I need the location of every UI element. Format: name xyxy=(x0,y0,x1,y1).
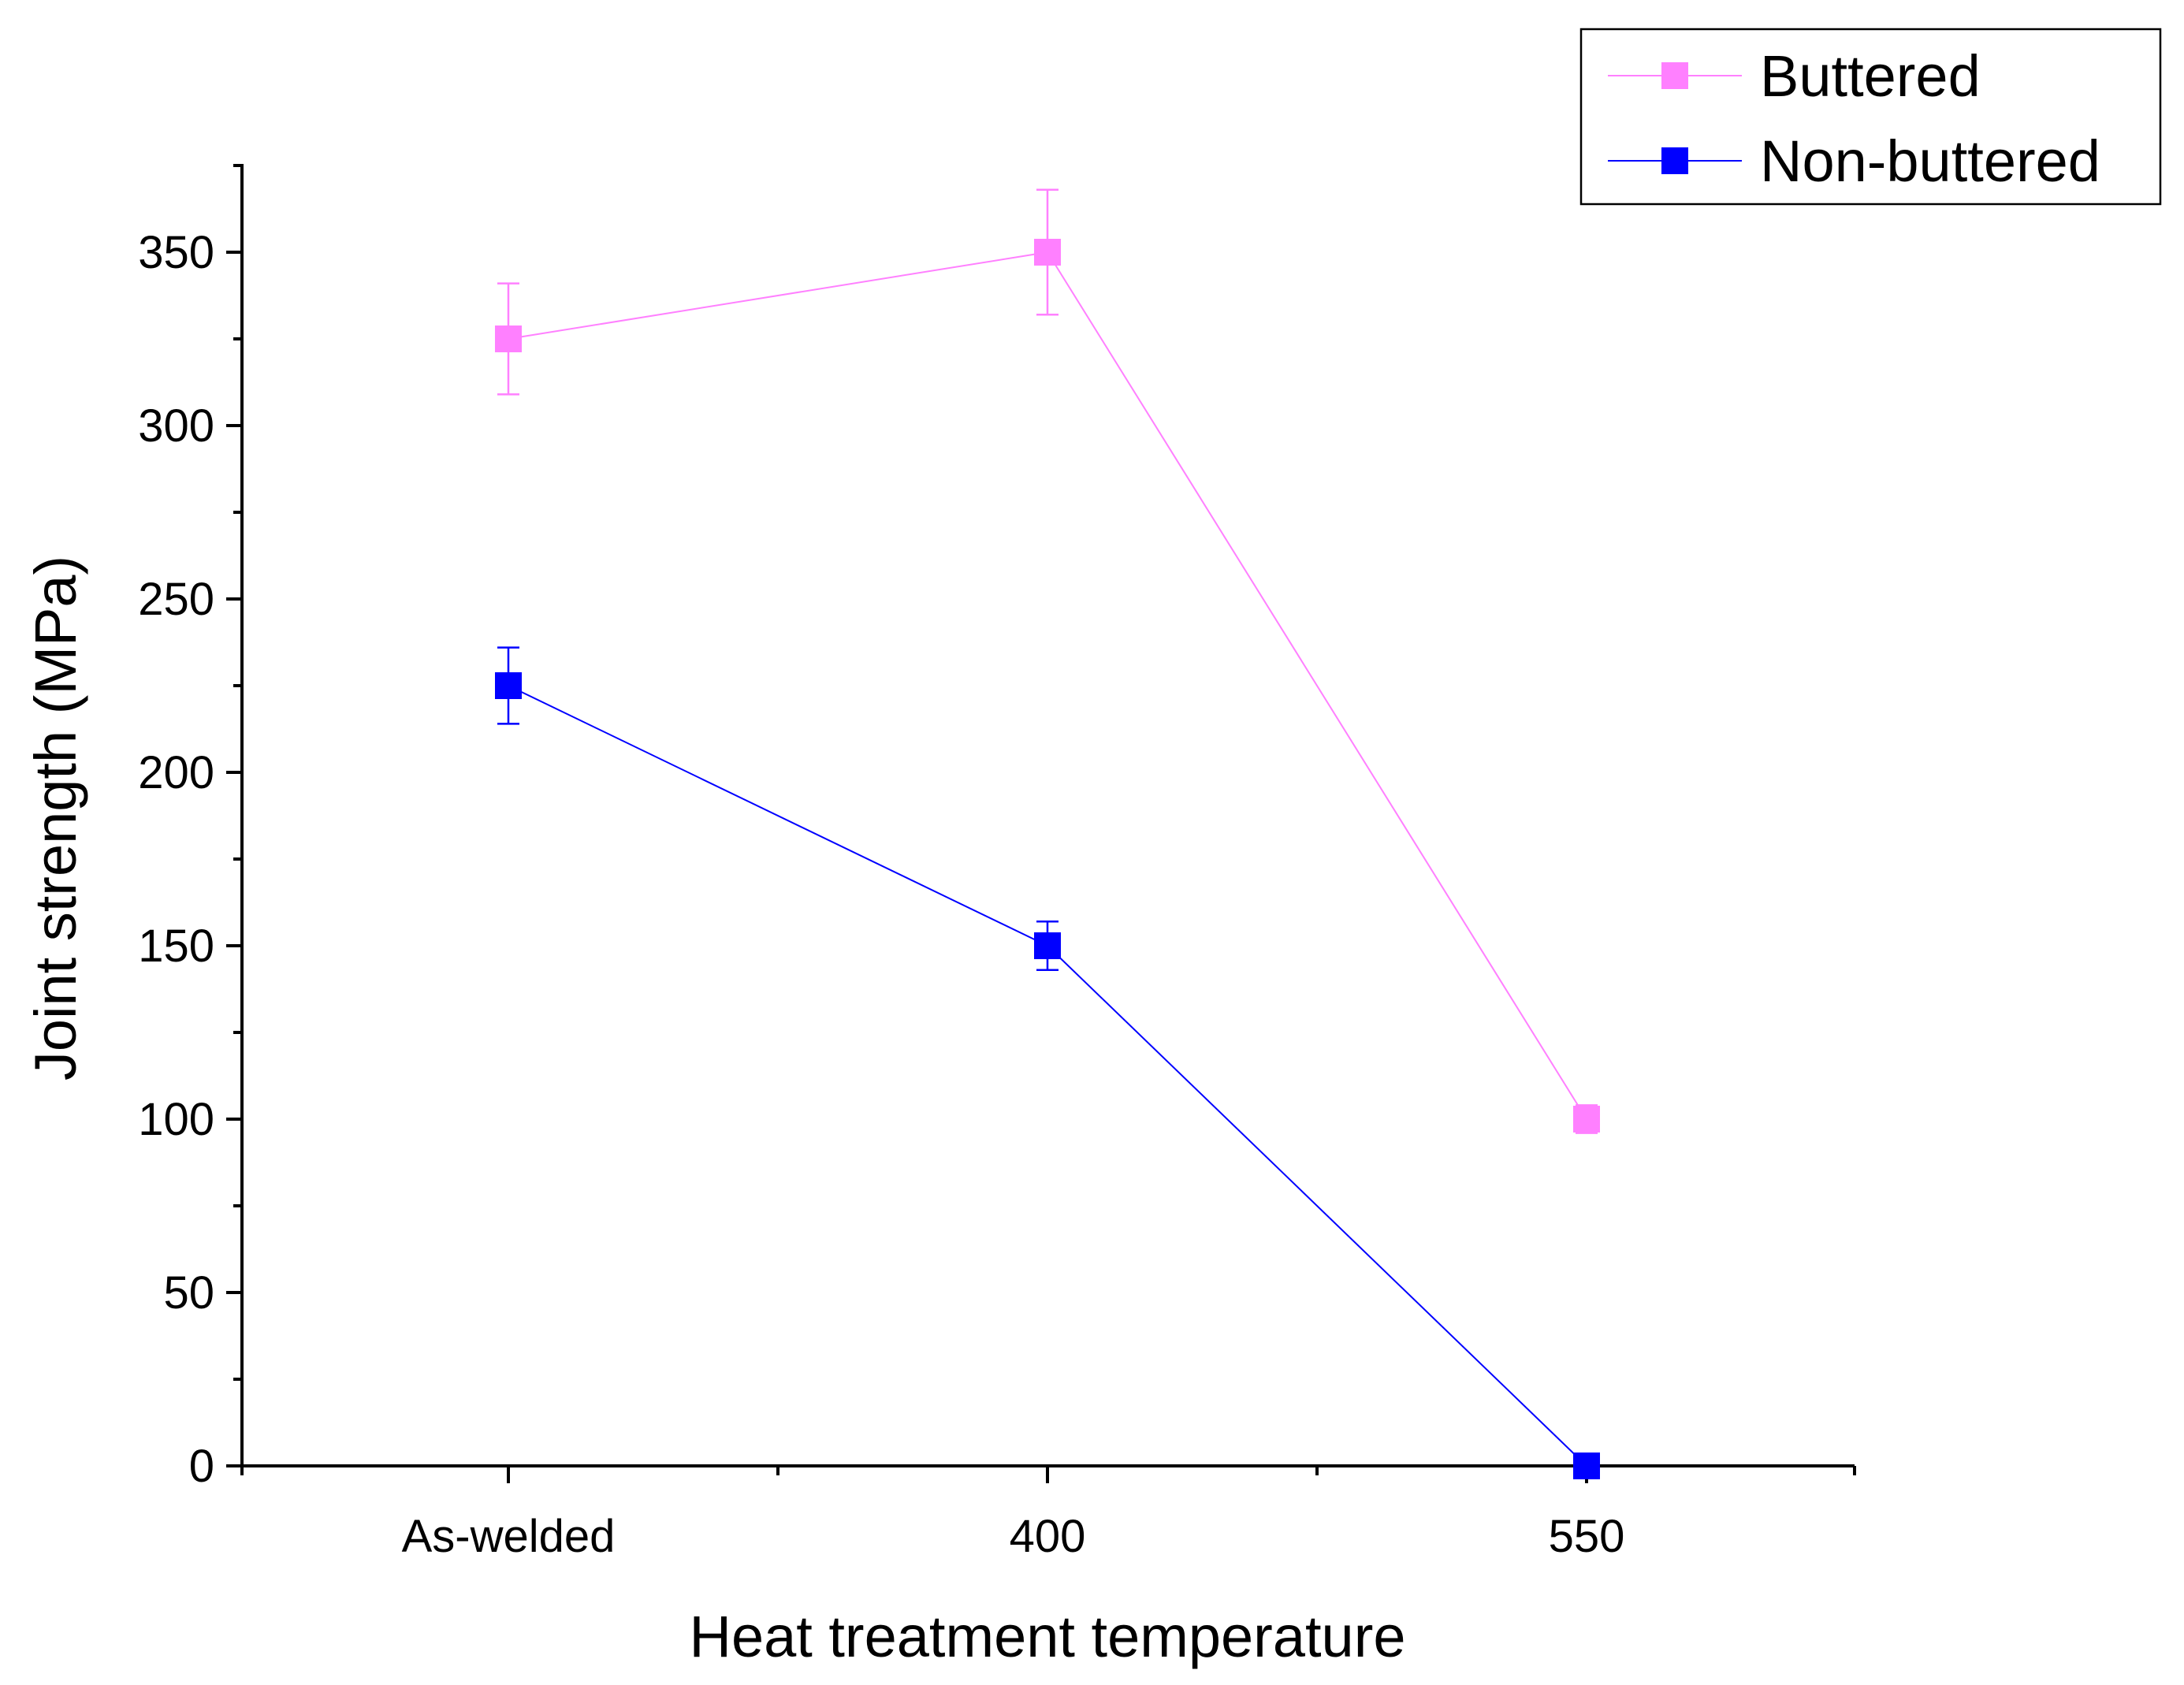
y-tick-label: 0 xyxy=(189,1441,214,1492)
y-tick-label: 50 xyxy=(163,1267,214,1319)
series-layer xyxy=(495,188,1600,1479)
axes: 0 50 100 150 200 250 300 350 As-welded 400 550 xyxy=(138,164,1856,1562)
y-tick-label: 200 xyxy=(138,747,214,798)
series-line xyxy=(1047,945,1587,1467)
legend-box xyxy=(1579,28,2162,206)
y-tick-label: 250 xyxy=(138,574,214,625)
legend-marker xyxy=(1661,147,1688,174)
y-tick-label: 350 xyxy=(138,227,214,278)
series-line xyxy=(1047,251,1587,1120)
y-tick-label: 100 xyxy=(138,1094,214,1145)
data-point xyxy=(495,672,522,699)
data-point xyxy=(1034,932,1061,959)
legend-label: Non-buttered xyxy=(1760,128,2100,194)
legend: Buttered Non-buttered xyxy=(1579,28,2162,206)
x-tick-label: As-welded xyxy=(402,1511,616,1562)
x-axis-title: Heat treatment temperature xyxy=(690,1604,1406,1669)
legend-marker xyxy=(1661,62,1688,89)
series-line xyxy=(508,685,1048,947)
data-point xyxy=(1034,239,1061,266)
y-tick-label: 150 xyxy=(138,921,214,972)
data-point xyxy=(1573,1106,1600,1133)
x-tick-label: 550 xyxy=(1549,1511,1625,1562)
x-tick-label: 400 xyxy=(1010,1511,1086,1562)
y-tick-label: 300 xyxy=(138,400,214,452)
data-point xyxy=(1573,1453,1600,1479)
legend-label: Buttered xyxy=(1760,43,1981,109)
data-point xyxy=(495,325,522,352)
series-non-buttered xyxy=(495,646,1600,1479)
y-axis-title: Joint strength (MPa) xyxy=(23,556,88,1081)
series-buttered xyxy=(495,188,1600,1134)
series-line xyxy=(508,251,1048,340)
